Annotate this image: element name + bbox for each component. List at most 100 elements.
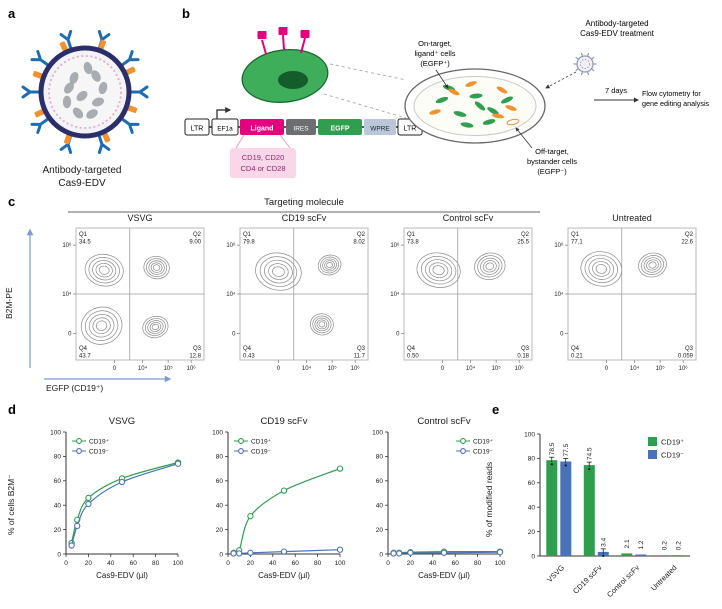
virus-core — [580, 59, 590, 69]
legend-label: CD19⁺ — [661, 438, 684, 447]
data-point — [68, 542, 75, 549]
bar — [546, 460, 558, 556]
bar-value-label: 0.2 — [676, 541, 683, 550]
bar-value-label: 77.5 — [563, 443, 570, 456]
flow-plot-vsvg: VSVG Q1 34.5 Q2 9.00 Q4 43.7 Q3 12.8 10⁶ 10⁴ 0 0 10⁴ 1… — [62, 213, 205, 372]
path-shape — [59, 29, 73, 49]
q2-value: 9.00 — [189, 240, 201, 246]
q4-value: 43.7 — [79, 354, 91, 360]
flow-label: gene editing analysis — [642, 99, 710, 108]
receptor-icon — [257, 31, 267, 55]
egfp-label: EGFP — [330, 126, 349, 133]
x-tick-label: 80 — [314, 560, 322, 567]
edv-virus-icon — [573, 52, 597, 76]
contour-ring — [95, 262, 113, 278]
antibody-icon — [121, 50, 140, 66]
contour-ring — [314, 317, 330, 332]
q1-label: Q1 — [243, 232, 252, 238]
data-point — [550, 463, 553, 466]
ligand-options-box — [230, 148, 296, 178]
cas9-rnp-icon — [86, 109, 98, 119]
virus-body — [576, 55, 594, 73]
bystander-cell-icon — [496, 86, 508, 94]
bar — [621, 553, 633, 556]
y-tick-label: 0 — [57, 551, 61, 558]
on-target-cell-icon — [460, 122, 474, 128]
caption-line: Cas9-EDV — [58, 178, 106, 189]
data-point — [247, 549, 254, 556]
line-chart-control-scfv: Control scFv 0 20 40 60 80 100 0 20 40 60 80 100 Cas9… — [372, 416, 506, 580]
x-tick-label: 100 — [335, 560, 346, 567]
x-tick-label: 10⁵ — [492, 365, 502, 372]
x-axis-label: Cas9-EDV (µl) — [96, 571, 148, 580]
contour-ring — [95, 320, 108, 331]
y-tick-label: 10⁶ — [390, 242, 400, 249]
panel-c-label: c — [8, 194, 16, 209]
contour-ring — [143, 255, 170, 280]
chart-title: Control scFv — [417, 416, 471, 427]
legend-label: CD19⁻ — [473, 448, 494, 455]
y-tick-label: 0 — [219, 551, 223, 558]
ligand-options-line: CD19, CD20 — [242, 153, 285, 162]
y-tick-label: 0 — [379, 551, 383, 558]
membrane-protein-icon — [125, 66, 136, 76]
cas9-rnp-icon — [69, 71, 79, 85]
q1-label: Q1 — [571, 232, 580, 238]
x-tick-label: 10⁴ — [302, 365, 312, 372]
flow-label: Flow cytometry for — [642, 89, 701, 98]
data-point — [85, 500, 92, 508]
data-point — [280, 548, 288, 555]
y-tick-label: 0 — [560, 332, 564, 338]
cas9-rnp-icon — [76, 90, 88, 102]
y-tick-label: 60 — [54, 478, 62, 485]
q4-label: Q4 — [571, 346, 580, 352]
bar-value-label: 74.5 — [587, 447, 594, 460]
contour-ring — [474, 252, 506, 280]
panel-e-label: e — [492, 402, 500, 417]
axes — [65, 432, 178, 555]
x-tick-label: 80 — [152, 560, 160, 567]
y-tick-label: 10⁴ — [554, 291, 564, 298]
flow-x-axis-label: EGFP (CD19⁺) — [46, 383, 104, 393]
flow-plot-title: Control scFv — [443, 213, 494, 223]
bar — [672, 555, 684, 556]
data-point — [280, 487, 288, 494]
edv-particle-graphic — [21, 29, 149, 155]
bar — [597, 551, 609, 556]
legend-label: CD19⁻ — [251, 448, 272, 455]
contour-ring — [84, 253, 124, 287]
contour-ring — [326, 262, 333, 268]
x-tick-label: 0 — [226, 560, 230, 567]
y-tick-label: 100 — [372, 429, 383, 436]
membrane-protein-icon — [101, 132, 111, 143]
contour-ring — [264, 259, 293, 284]
path-shape — [130, 85, 149, 99]
y-tick-label: 60 — [528, 480, 536, 487]
q4-label: Q4 — [79, 346, 88, 352]
wpre-label: WPRE — [370, 126, 390, 133]
legend-marker — [76, 448, 82, 454]
contour-ring — [259, 256, 298, 287]
antibody-icon — [59, 29, 73, 49]
contour-ring — [317, 254, 342, 276]
receptor-icon — [278, 27, 288, 51]
y-tick-label: 60 — [216, 478, 224, 485]
q3-value: 0.18 — [517, 354, 529, 360]
q2-label: Q2 — [685, 232, 694, 238]
x-tick-label: 10⁵ — [656, 365, 666, 372]
y-tick-label: 0 — [68, 332, 72, 338]
q1-value: 77.1 — [571, 240, 583, 246]
contour-ring — [92, 260, 117, 281]
contour-ring — [88, 313, 115, 338]
contour-ring — [322, 258, 337, 272]
q4-value: 0.50 — [407, 354, 419, 360]
q3-value: 12.8 — [189, 354, 201, 360]
x-tick-label: 10⁶ — [515, 365, 525, 372]
y-tick-label: 20 — [528, 529, 536, 536]
legend-label: CD19⁻ — [661, 451, 684, 460]
data-point — [85, 494, 92, 502]
contour-ring — [640, 255, 665, 275]
antibody-icon — [30, 50, 49, 66]
off-target-label: bystander cells — [527, 157, 577, 166]
